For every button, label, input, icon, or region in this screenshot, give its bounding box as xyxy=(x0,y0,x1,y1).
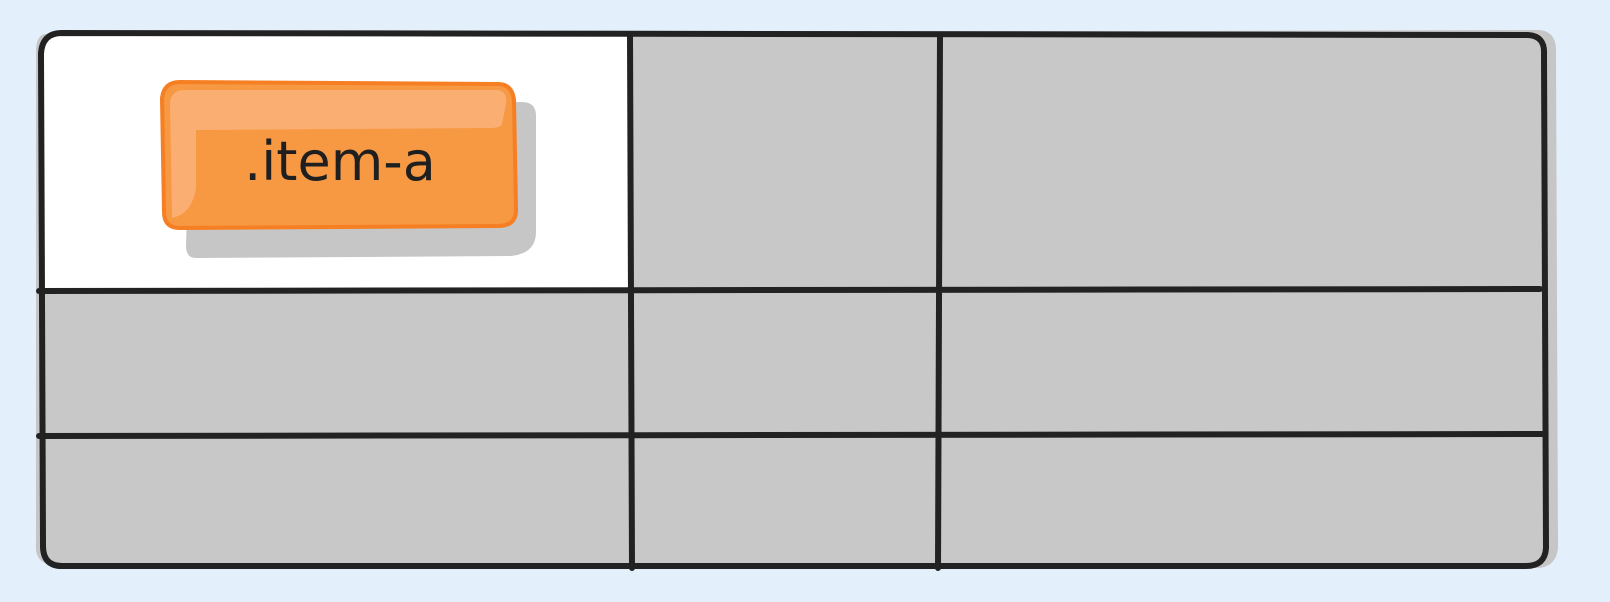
column-divider-1 xyxy=(627,32,635,571)
grid-lines xyxy=(36,30,1549,571)
column-divider-2 xyxy=(935,32,943,571)
item-a-highlight xyxy=(170,90,507,218)
item-a-label: .item-a xyxy=(244,130,436,193)
grid-border xyxy=(38,30,1549,569)
row-divider-1 xyxy=(36,286,1543,294)
row-divider-2 xyxy=(36,431,1548,439)
